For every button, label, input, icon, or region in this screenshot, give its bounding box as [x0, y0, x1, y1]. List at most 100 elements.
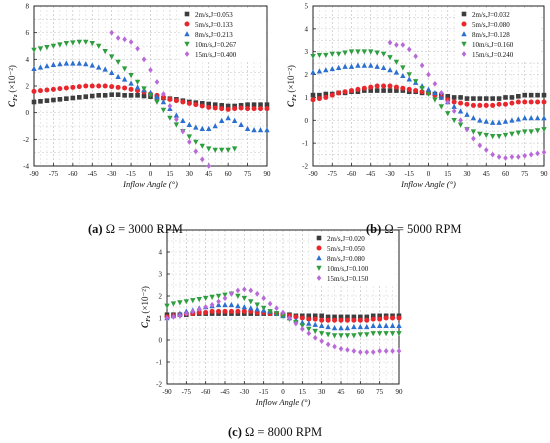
data-point	[349, 88, 354, 94]
data-point	[199, 156, 205, 163]
y-tick-label: 5	[305, 3, 309, 11]
data-point	[503, 101, 508, 107]
data-point	[522, 115, 528, 121]
y-axis-label-unit: (×10⁻²)	[140, 286, 150, 314]
data-point	[245, 106, 251, 112]
data-point	[206, 101, 212, 107]
data-point	[31, 88, 37, 94]
y-tick-label: 5	[159, 227, 163, 235]
chart-b-y-axis-label: CFz(×10⁻²)	[286, 65, 298, 107]
data-point	[228, 308, 234, 314]
legend-label: 8m/s,J=0.080	[327, 255, 365, 263]
data-point	[342, 50, 348, 56]
data-point	[387, 55, 393, 61]
data-point	[280, 313, 286, 319]
data-point	[393, 69, 400, 75]
data-point	[390, 348, 395, 354]
data-point	[312, 313, 318, 319]
x-tick-label: -15	[126, 170, 136, 178]
data-point	[464, 96, 470, 101]
data-point	[96, 64, 102, 70]
data-point	[254, 290, 260, 297]
y-axis-label-symbol: C	[7, 100, 17, 107]
data-point	[206, 125, 212, 131]
chart-b-series-4	[387, 39, 547, 161]
data-point	[222, 301, 228, 308]
x-tick-label: -90	[29, 170, 39, 178]
data-point	[267, 309, 273, 315]
data-point	[216, 308, 222, 314]
y-tick-label: 4	[305, 25, 309, 33]
data-point	[135, 45, 140, 52]
chart-c-svg: -90 -75 -60 -45 -30 -15 0 15 30 45 60 75 90-2-101234…	[140, 227, 403, 408]
x-tick-label: 60	[502, 170, 510, 178]
data-point	[242, 286, 247, 293]
data-point	[215, 301, 222, 308]
data-point	[186, 134, 193, 140]
chart-a-y-ticks: -4 -2 0 2 4 6 8	[23, 3, 37, 171]
x-tick-label: -45	[366, 170, 376, 178]
y-tick-label: 0	[305, 117, 309, 125]
data-point	[329, 65, 335, 72]
data-point	[241, 295, 248, 302]
legend-marker	[461, 11, 467, 17]
data-point	[451, 95, 457, 100]
data-point	[167, 96, 173, 102]
data-point	[254, 306, 260, 312]
data-point	[228, 301, 235, 308]
data-point	[50, 86, 56, 92]
data-point	[342, 89, 348, 95]
data-point	[332, 317, 338, 323]
data-point	[516, 93, 521, 99]
x-tick-label: -45	[88, 170, 98, 178]
data-point	[364, 332, 370, 338]
y-tick-label: 3	[159, 271, 163, 279]
y-tick-label: 2	[159, 293, 163, 301]
data-point	[248, 299, 254, 305]
data-point	[293, 314, 299, 320]
y-tick-label: -1	[302, 140, 308, 148]
data-point	[44, 87, 50, 93]
data-point	[318, 322, 325, 328]
data-point	[135, 93, 140, 98]
data-point	[419, 62, 425, 69]
data-point	[383, 331, 389, 337]
data-point	[134, 84, 141, 90]
data-point	[489, 119, 496, 125]
data-point	[180, 99, 186, 105]
data-point	[338, 314, 344, 320]
data-point	[522, 99, 528, 105]
x-tick-label: 45	[338, 388, 346, 396]
data-point	[115, 73, 121, 79]
data-point	[358, 349, 363, 355]
chart-c-legend: 2m/s,J=0.020 5m/s,J=0.050 8m/s,J=0.080 10m/…	[312, 232, 396, 286]
data-point	[312, 334, 318, 341]
data-point	[509, 153, 515, 160]
data-point	[115, 59, 121, 65]
data-point	[445, 99, 451, 105]
data-point	[51, 97, 56, 103]
data-point	[306, 320, 312, 326]
data-point	[76, 60, 83, 66]
data-point	[496, 153, 502, 160]
data-point	[128, 86, 134, 92]
caption-b-text: Ω = 5000 RPM	[384, 222, 462, 236]
chart-c-x-ticks: -90 -75 -60 -45 -30 -15 0 15 30 45 60 75 90	[162, 381, 403, 396]
data-point	[528, 99, 534, 105]
data-point	[439, 89, 444, 96]
data-point	[196, 310, 202, 315]
data-point	[251, 102, 257, 107]
data-point	[490, 102, 496, 108]
data-point	[419, 89, 425, 95]
data-point	[184, 310, 189, 317]
legend-box	[312, 232, 396, 286]
data-point	[348, 49, 355, 55]
data-point	[64, 96, 69, 101]
data-point	[274, 305, 279, 311]
data-point	[496, 119, 502, 125]
x-tick-label: 45	[205, 170, 213, 178]
data-point	[383, 315, 389, 321]
data-point	[490, 96, 495, 101]
data-point	[164, 303, 170, 309]
x-tick-label: 30	[464, 170, 472, 178]
